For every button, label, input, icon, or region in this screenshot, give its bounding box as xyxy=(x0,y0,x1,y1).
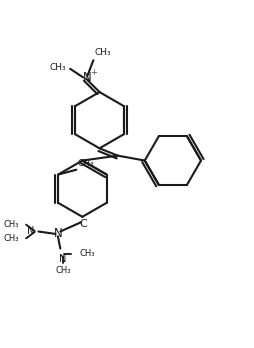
Text: N: N xyxy=(27,226,35,236)
Text: CH₃: CH₃ xyxy=(50,63,66,72)
Text: N: N xyxy=(83,71,91,84)
Text: C: C xyxy=(80,219,87,229)
Text: CH₃: CH₃ xyxy=(80,249,95,258)
Text: CH₃: CH₃ xyxy=(3,234,19,243)
Text: N: N xyxy=(53,228,62,240)
Text: CH₃: CH₃ xyxy=(77,159,94,168)
Text: CH₃: CH₃ xyxy=(94,48,111,57)
Text: CH₃: CH₃ xyxy=(55,266,70,275)
Text: CH₃: CH₃ xyxy=(3,220,19,229)
Text: +: + xyxy=(90,68,97,77)
Text: N: N xyxy=(59,253,66,263)
